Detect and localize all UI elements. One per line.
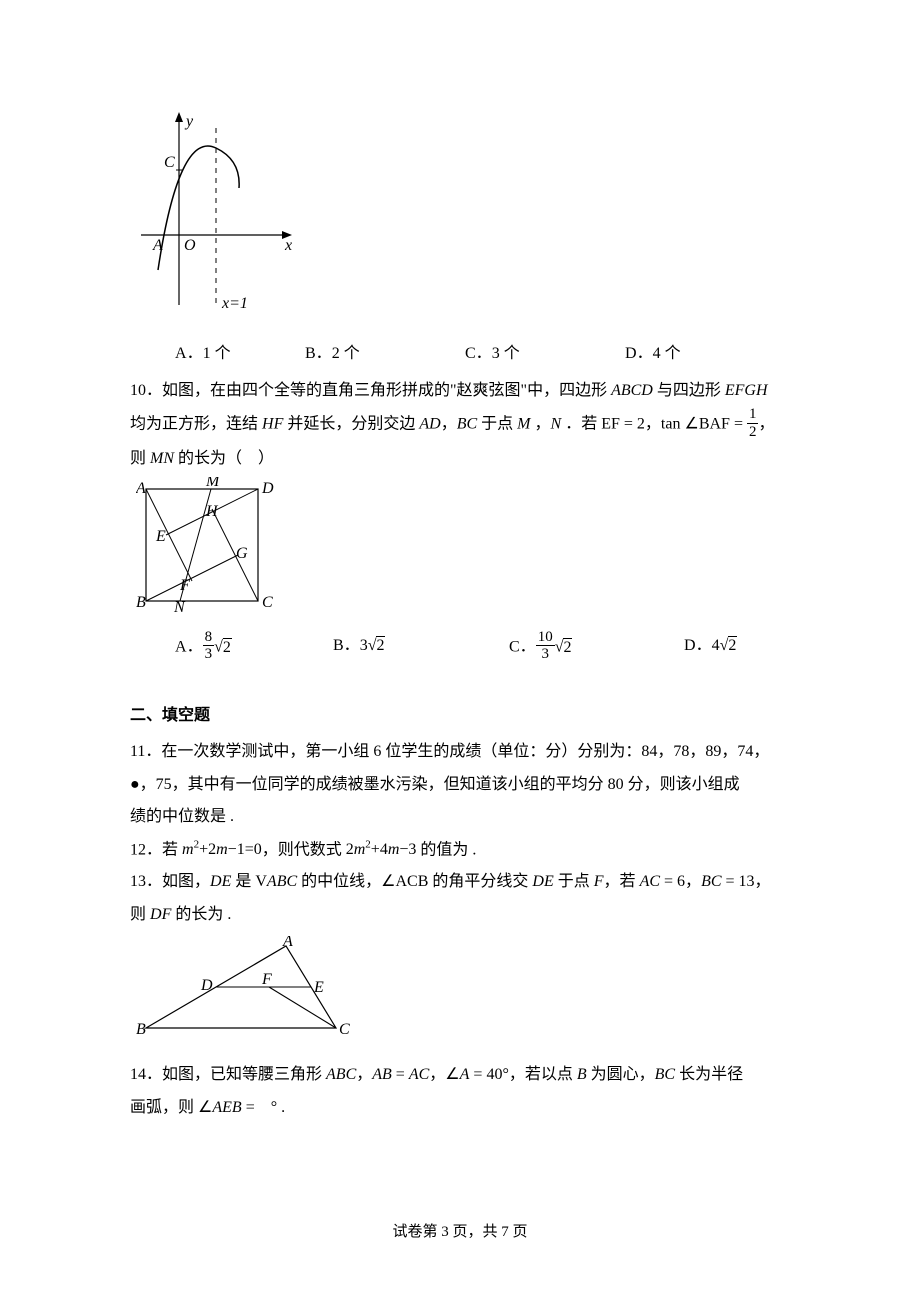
svg-text:A: A: [136, 480, 146, 497]
figure-q13: A B C D E F: [136, 936, 790, 1052]
svg-text:E: E: [155, 528, 166, 545]
label-x: x: [284, 237, 292, 254]
svg-text:B: B: [136, 1021, 146, 1038]
svg-text:G: G: [236, 545, 248, 562]
svg-text:A: A: [282, 936, 293, 950]
q10-line2: 均为正方形，连结 HF 并延长，分别交边 AD，BC 于点 M ，N ．若 EF…: [130, 408, 790, 442]
q13-line2: 则 DF 的长为 .: [130, 900, 790, 930]
q11-line3: 绩的中位数是 .: [130, 802, 790, 832]
q9-opt-d: D．4 个: [625, 339, 725, 369]
svg-text:H: H: [205, 503, 219, 520]
svg-text:F: F: [179, 577, 190, 594]
q10-line1: 10．如图，在由四个全等的直角三角形拼成的"赵爽弦图"中，四边形 ABCD 与四…: [130, 376, 790, 406]
q10-opt-c: C．103√2: [509, 631, 684, 665]
svg-text:E: E: [313, 979, 324, 996]
q12: 12．若 m2+2m−1=0，则代数式 2m2+4m−3 的值为 .: [130, 835, 790, 866]
label-O: O: [184, 237, 196, 254]
svg-text:C: C: [339, 1021, 350, 1038]
q14-line1: 14．如图，已知等腰三角形 ABC，AB = AC，∠A = 40°，若以点 B…: [130, 1060, 790, 1090]
figure-q10: A D B C M N E F G H: [136, 477, 790, 623]
page-footer: 试卷第 3 页，共 7 页: [0, 1218, 920, 1247]
label-C: C: [164, 154, 175, 171]
svg-text:N: N: [173, 599, 186, 612]
q14-line2: 画弧，则 ∠AEB = ° .: [130, 1093, 790, 1123]
svg-text:B: B: [136, 594, 146, 611]
section-2-title: 二、填空题: [130, 701, 790, 731]
q10-opt-b: B．3√2: [333, 631, 509, 665]
q11-line2: ●，75，其中有一位同学的成绩被墨水污染，但知道该小组的平均分 80 分，则该小…: [130, 770, 790, 800]
q9-opt-b: B．2 个: [305, 339, 465, 369]
q11-line1: 11．在一次数学测试中，第一小组 6 位学生的成绩（单位：分）分别为：84，78…: [130, 737, 790, 767]
q10-opt-a: A．83√2: [175, 631, 333, 665]
svg-text:D: D: [200, 977, 213, 994]
q13-line1: 13．如图，DE 是 VABC 的中位线，∠ACB 的角平分线交 DE 于点 F…: [130, 867, 790, 897]
svg-text:M: M: [205, 477, 221, 490]
svg-text:C: C: [262, 594, 273, 611]
q10-opt-d: D．4√2: [684, 631, 784, 665]
q9-options: A．1 个 B．2 个 C．3 个 D．4 个: [175, 339, 790, 369]
figure-q9: y x C A O x=1: [136, 110, 790, 331]
svg-text:D: D: [261, 480, 274, 497]
q10-options: A．83√2 B．3√2 C．103√2 D．4√2: [175, 631, 790, 665]
label-y: y: [184, 113, 194, 130]
q9-opt-a: A．1 个: [175, 339, 305, 369]
q10-line3: 则 MN 的长为（ ）: [130, 444, 790, 474]
label-sym: x=1: [221, 295, 248, 312]
q9-opt-c: C．3 个: [465, 339, 625, 369]
label-A: A: [152, 237, 163, 254]
svg-text:F: F: [261, 971, 272, 988]
